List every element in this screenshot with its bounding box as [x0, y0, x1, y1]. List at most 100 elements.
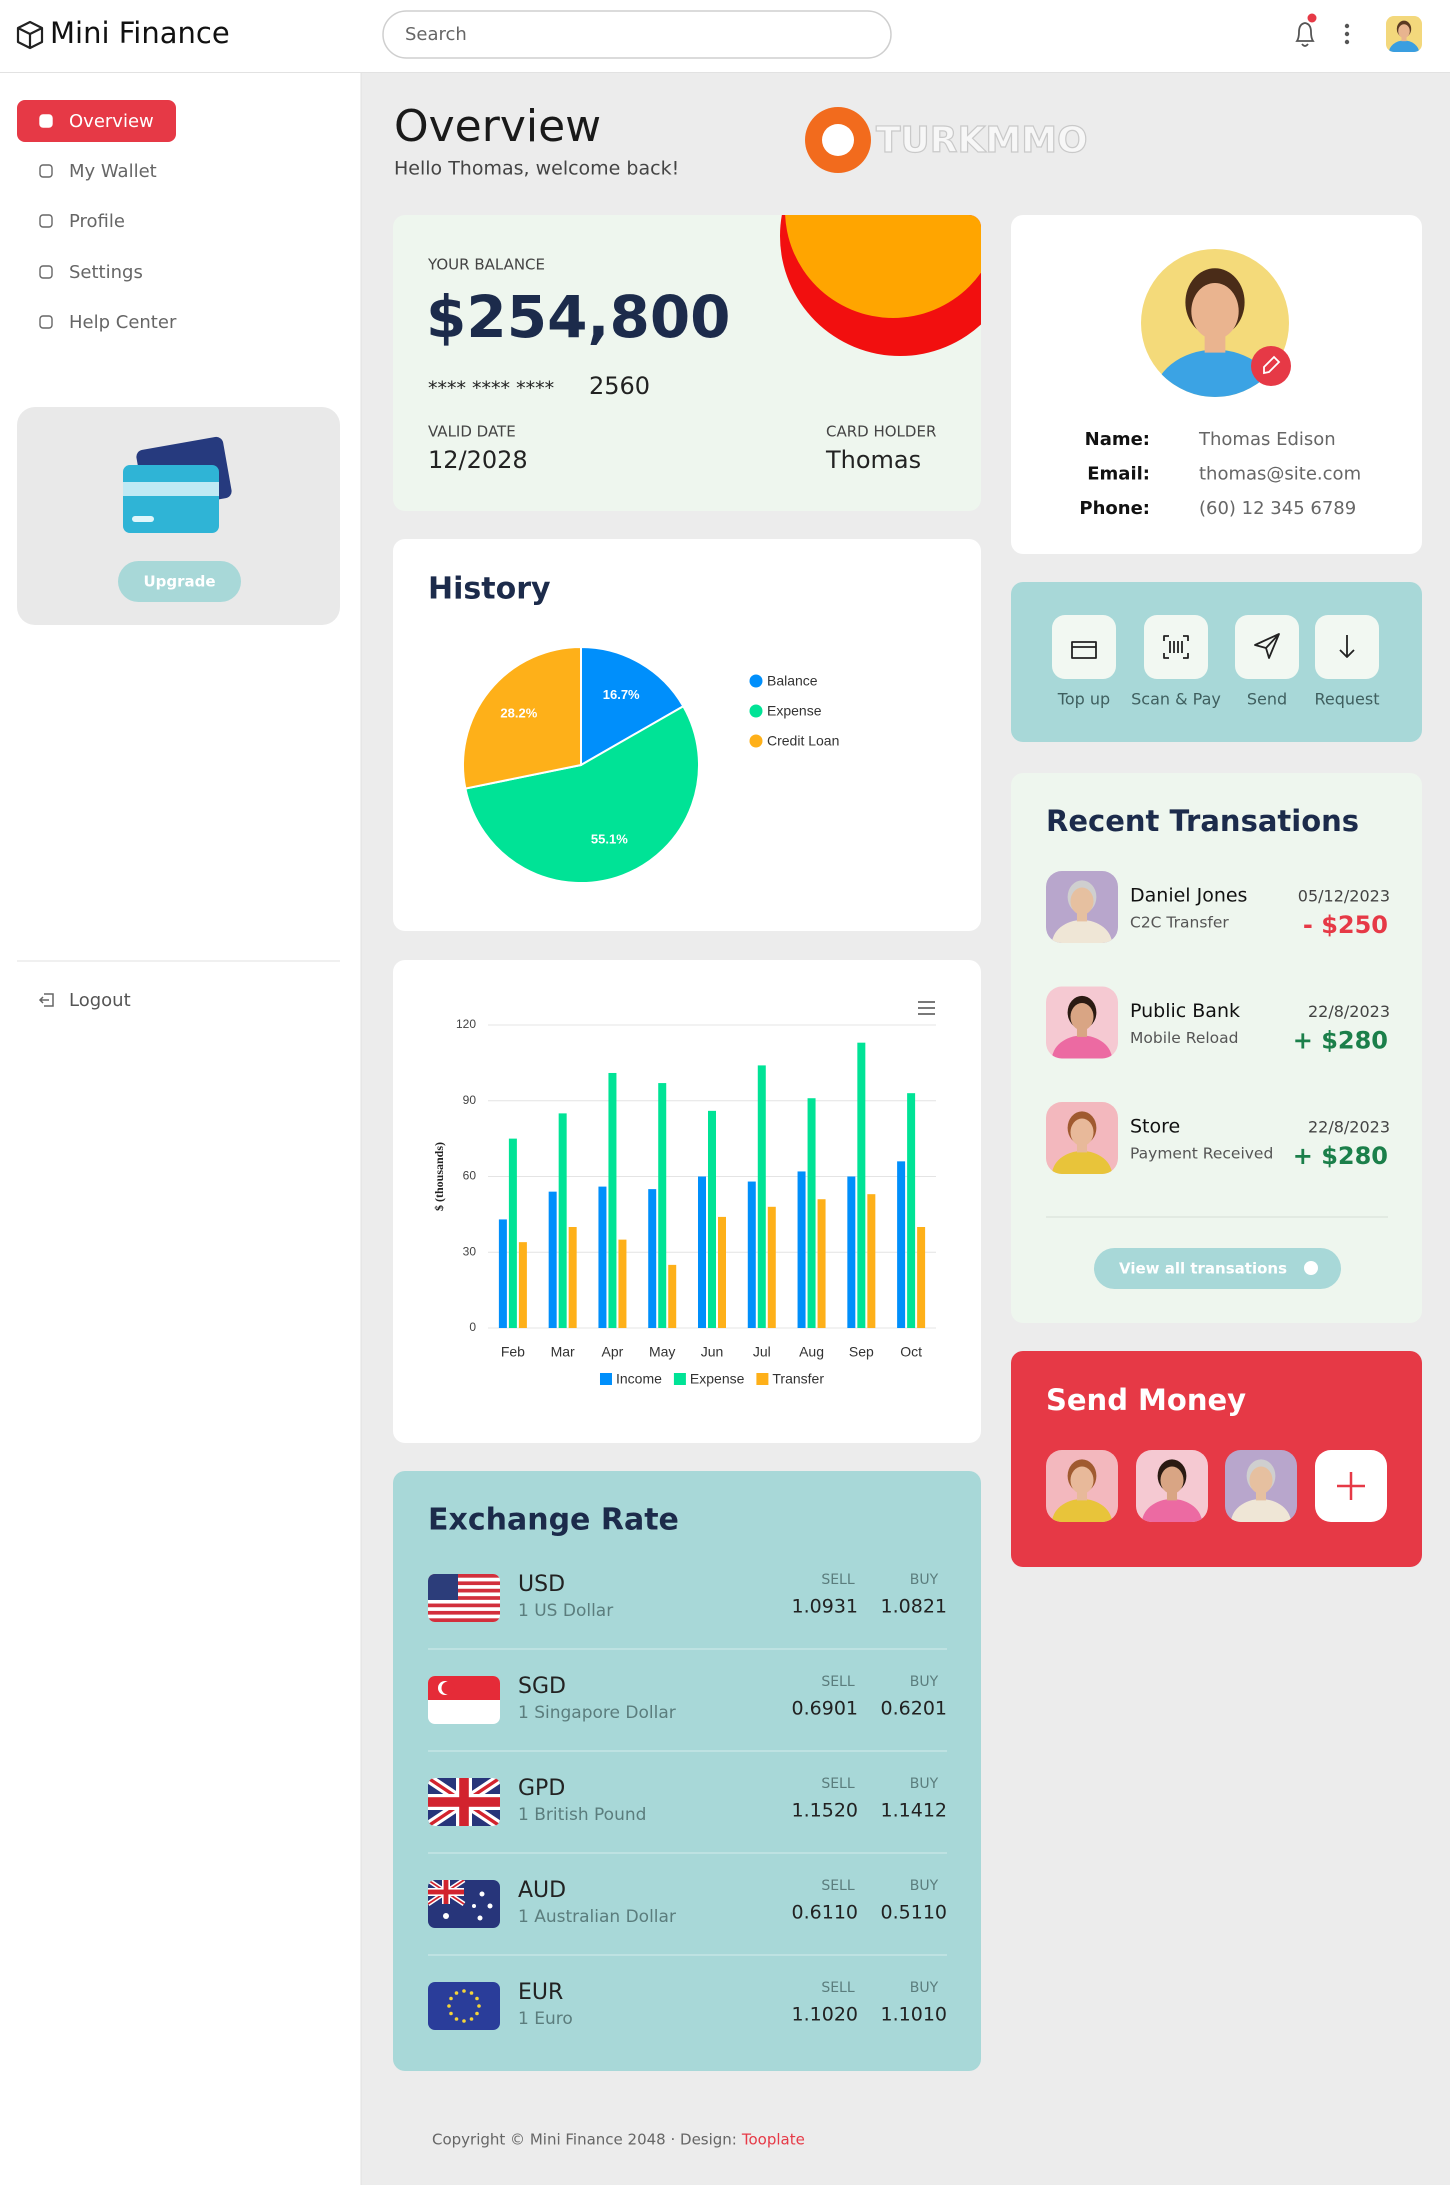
avatar-face	[1070, 1003, 1094, 1031]
action-button[interactable]: Top up	[1052, 615, 1116, 709]
avatar-face	[1070, 1466, 1094, 1494]
avatar-face	[1070, 1118, 1094, 1146]
upgrade-label: Upgrade	[143, 573, 215, 591]
edit-badge-bg	[1251, 346, 1291, 386]
nav-label: Overview	[69, 111, 154, 132]
nav-item[interactable]: Overview	[17, 100, 176, 142]
y-tick-label: 60	[463, 1169, 477, 1183]
nav-item[interactable]: Settings	[39, 262, 143, 283]
send-money-title: Send Money	[1046, 1383, 1246, 1417]
chart-menu[interactable]	[918, 1001, 935, 1015]
buy-rate: 0.6201	[881, 1698, 947, 1720]
edit-badge[interactable]	[1251, 346, 1291, 386]
upgrade-button[interactable]: Upgrade	[118, 561, 241, 602]
legend-marker	[673, 1373, 686, 1385]
currency-code: USD	[518, 1572, 565, 1597]
view-all-bg	[1094, 1248, 1341, 1289]
x-tick-label: Apr	[602, 1344, 624, 1360]
contact-avatar[interactable]	[1046, 1450, 1118, 1548]
legend-label: Expense	[767, 703, 822, 719]
flag-part	[428, 1603, 500, 1608]
footer-link[interactable]: Tooplate	[741, 2131, 805, 2149]
sell-rate: 0.6901	[792, 1698, 858, 1720]
logout-label: Logout	[69, 990, 131, 1011]
buy-label: BUY	[910, 1980, 939, 1996]
buy-label: BUY	[910, 1674, 939, 1690]
watermark-logo-inner	[822, 124, 854, 156]
x-tick-label: Sep	[849, 1344, 874, 1360]
action-button[interactable]: Request	[1315, 615, 1380, 709]
contact-avatar[interactable]	[1225, 1450, 1297, 1548]
bar	[658, 1083, 667, 1328]
bar	[817, 1199, 826, 1328]
bar	[767, 1206, 776, 1328]
contact-avatar[interactable]	[1136, 1450, 1208, 1548]
balance-card	[393, 215, 981, 511]
footer-text: Copyright © Mini Finance 2048 · Design:	[432, 2131, 737, 2149]
transactions-title: Recent Transations	[1046, 804, 1359, 838]
transaction-type: Payment Received	[1130, 1145, 1273, 1163]
x-tick-label: Oct	[900, 1344, 922, 1360]
action-icon	[1163, 635, 1189, 659]
valid-date: 12/2028	[428, 446, 528, 474]
nav-active-bg	[17, 100, 176, 142]
avatar-neck	[1076, 908, 1088, 922]
flag-part	[475, 1996, 479, 2001]
avatar-face	[1160, 1466, 1184, 1494]
transaction-avatar	[1046, 871, 1118, 943]
view-all-label: View all transations	[1119, 1260, 1287, 1278]
view-all-button[interactable]: View all transations	[1094, 1248, 1341, 1289]
bell-dot	[1307, 13, 1317, 23]
profile-field-value: (60) 12 345 6789	[1199, 498, 1356, 519]
menu-dot	[1344, 23, 1350, 29]
bar	[498, 1219, 507, 1328]
action-label: Scan & Pay	[1131, 690, 1221, 709]
nav-item[interactable]: My Wallet	[39, 161, 157, 182]
action-label: Request	[1315, 690, 1380, 709]
transaction-date: 22/8/2023	[1308, 1118, 1390, 1137]
chart-title: History	[428, 572, 551, 607]
bell-icon	[1295, 22, 1315, 47]
avatar-body	[1152, 349, 1278, 397]
bar	[548, 1191, 557, 1328]
profile-field-label: Email:	[1087, 464, 1150, 485]
avatar-face	[1070, 887, 1094, 915]
nav-label: Profile	[69, 211, 125, 232]
nav-item[interactable]: Help Center	[39, 312, 177, 333]
legend-label: Income	[616, 1371, 662, 1387]
bar	[867, 1194, 876, 1328]
currency-code: SGD	[518, 1674, 566, 1699]
more-menu[interactable]	[1344, 23, 1350, 45]
add-contact-button[interactable]	[1315, 1450, 1387, 1522]
legend-marker	[756, 1373, 769, 1385]
x-tick-label: Mar	[551, 1344, 575, 1360]
card-last-digits: 2560	[589, 372, 650, 400]
avatar-face	[1398, 24, 1410, 38]
action-button[interactable]: Send	[1235, 615, 1299, 709]
logout[interactable]: Logout	[38, 990, 131, 1011]
bar	[747, 1181, 756, 1328]
x-tick-label: Feb	[501, 1344, 525, 1360]
transaction-amount: - $250	[1303, 911, 1388, 939]
holder-name: Thomas	[825, 446, 921, 474]
buy-rate: 1.1412	[881, 1800, 947, 1822]
menu-dot	[1344, 31, 1350, 37]
flag-part	[428, 1889, 464, 1895]
nav-item[interactable]: Profile	[39, 211, 125, 232]
legend-marker	[749, 704, 763, 718]
currency-name: 1 Australian Dollar	[518, 1907, 676, 1927]
search-box[interactable]: Search	[382, 10, 892, 59]
view-all-icon	[1304, 1261, 1318, 1275]
y-tick-label: 0	[469, 1320, 476, 1334]
flag-part	[428, 1574, 458, 1600]
action-button[interactable]: Scan & Pay	[1131, 615, 1221, 709]
flag-part	[449, 1996, 453, 2001]
sidebar-bg	[0, 73, 361, 2185]
notification-bell[interactable]	[1295, 13, 1317, 47]
flag-part	[428, 1596, 500, 1600]
avatar-face	[1191, 283, 1239, 340]
profile-field-label: Name:	[1085, 429, 1150, 450]
flag-part	[447, 2004, 451, 2008]
user-avatar[interactable]	[1386, 16, 1422, 65]
sell-label: SELL	[821, 1776, 855, 1792]
